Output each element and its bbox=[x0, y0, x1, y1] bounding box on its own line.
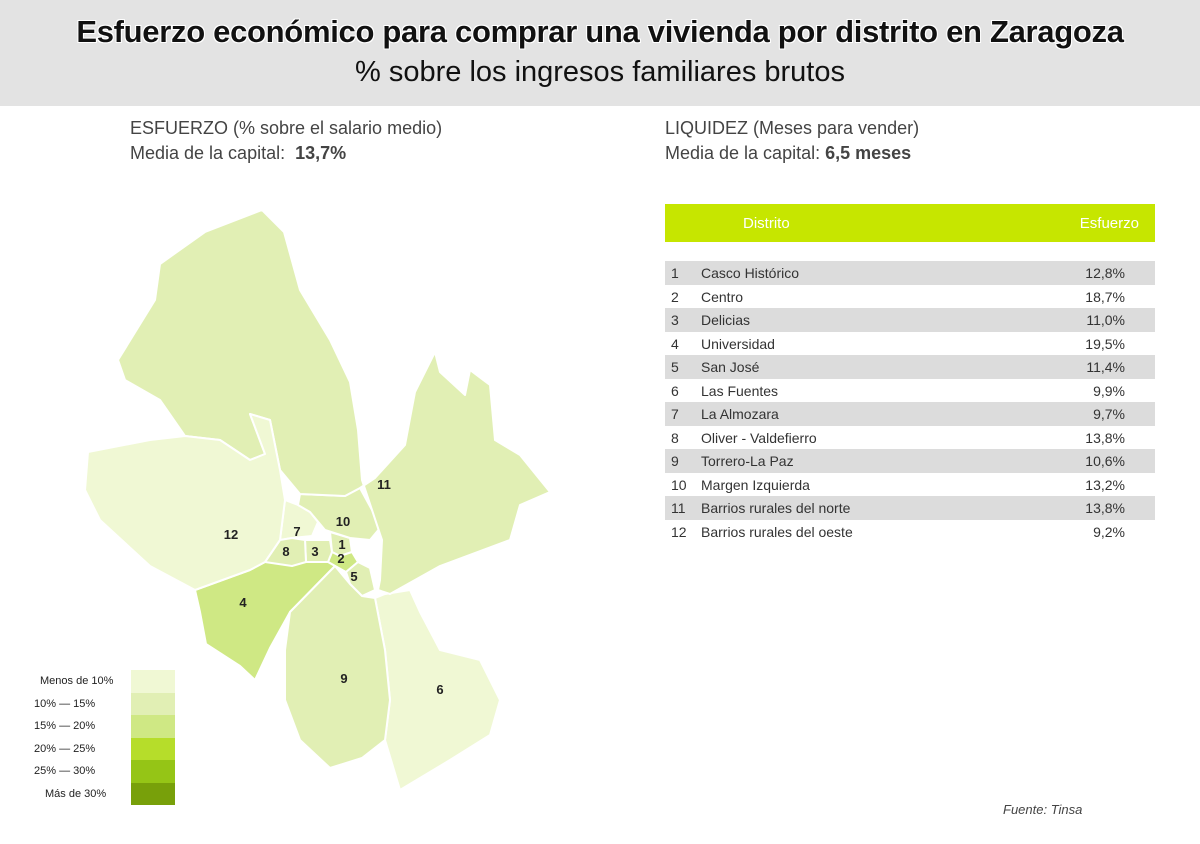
legend-label: 20% — 25% bbox=[34, 742, 96, 755]
source-note: Fuente: Tinsa bbox=[1003, 802, 1083, 817]
table-row: 3 Delicias 11,0% bbox=[665, 308, 1155, 332]
legend-label: 25% — 30% bbox=[34, 765, 96, 777]
row-value: 9,9% bbox=[1093, 382, 1125, 399]
row-district: Centro bbox=[701, 288, 744, 305]
district-label-8: 8 bbox=[282, 544, 289, 559]
legend-swatch bbox=[131, 692, 175, 715]
row-number: 12 bbox=[671, 523, 687, 540]
liquidez-media-value: 6,5 meses bbox=[825, 143, 912, 163]
row-district: La Almozara bbox=[701, 406, 779, 422]
liquidez-media-label: Media de la capital: bbox=[665, 143, 821, 163]
table-header: Distrito Esfuerzo bbox=[665, 204, 1155, 242]
table-row: 9 Torrero-La Paz 10,6% bbox=[665, 449, 1155, 473]
row-value: 19,5% bbox=[1085, 335, 1125, 352]
esfuerzo-label: ESFUERZO (% sobre el salario medio) bbox=[130, 118, 443, 138]
row-value: 13,8% bbox=[1085, 429, 1125, 446]
district-label-6: 6 bbox=[436, 682, 443, 697]
table-row: 5 San José 11,4% bbox=[665, 355, 1155, 379]
row-number: 2 bbox=[671, 288, 679, 305]
table-row: 8 Oliver - Valdefierro 13,8% bbox=[665, 426, 1155, 450]
row-district: San José bbox=[701, 359, 760, 375]
row-number: 6 bbox=[671, 382, 679, 399]
legend-swatch bbox=[131, 715, 175, 738]
row-value: 12,8% bbox=[1085, 265, 1125, 281]
row-value: 9,2% bbox=[1093, 523, 1125, 540]
district-label-11: 11 bbox=[377, 477, 391, 492]
chart-title: Esfuerzo económico para comprar una vivi… bbox=[76, 14, 1124, 49]
district-table: 1 Casco Histórico 12,8% 2 Centro 18,7% 3 Delici… bbox=[665, 261, 1155, 543]
legend-label: Menos de 10% bbox=[40, 675, 114, 687]
row-district: Universidad bbox=[701, 335, 775, 352]
row-value: 10,6% bbox=[1085, 453, 1125, 469]
row-district: Casco Histórico bbox=[701, 265, 800, 281]
legend-swatch bbox=[131, 760, 175, 783]
table-row: 2 Centro 18,7% bbox=[665, 285, 1155, 309]
district-label-5: 5 bbox=[350, 569, 357, 584]
table-row: 4 Universidad 19,5% bbox=[665, 332, 1155, 356]
district-label-7: 7 bbox=[293, 524, 300, 539]
row-district: Margen Izquierda bbox=[701, 476, 810, 493]
row-number: 9 bbox=[671, 453, 679, 469]
row-district: Torrero-La Paz bbox=[701, 453, 794, 469]
district-label-4: 4 bbox=[239, 595, 247, 610]
column-header-distrito: Distrito bbox=[743, 215, 790, 232]
liquidez-info: LIQUIDEZ (Meses para vender) Media de la… bbox=[665, 116, 919, 166]
district-label-3: 3 bbox=[311, 544, 318, 559]
legend-swatch bbox=[131, 782, 175, 805]
liquidez-label: LIQUIDEZ (Meses para vender) bbox=[665, 118, 920, 138]
row-district: Barrios rurales del norte bbox=[701, 500, 851, 516]
table-row: 6 Las Fuentes 9,9% bbox=[665, 379, 1155, 403]
row-value: 13,2% bbox=[1085, 476, 1125, 493]
district-label-9: 9 bbox=[340, 671, 347, 686]
legend-swatch bbox=[131, 670, 175, 693]
table-row: 7 La Almozara 9,7% bbox=[665, 402, 1155, 426]
legend-label: 10% — 15% bbox=[34, 697, 96, 710]
row-number: 8 bbox=[671, 429, 679, 446]
header: Esfuerzo económico para comprar una vivi… bbox=[0, 0, 1200, 106]
row-number: 3 bbox=[671, 312, 679, 328]
row-value: 9,7% bbox=[1093, 406, 1125, 422]
esfuerzo-media-label: Media de la capital: bbox=[130, 143, 286, 163]
row-value: 18,7% bbox=[1085, 288, 1125, 305]
esfuerzo-media-value: 13,7% bbox=[295, 143, 347, 163]
chart-subtitle: % sobre los ingresos familiares brutos bbox=[355, 56, 845, 88]
legend-swatch bbox=[131, 737, 175, 760]
legend-label: 15% — 20% bbox=[34, 720, 96, 732]
table-row: 11 Barrios rurales del norte 13,8% bbox=[665, 496, 1155, 520]
row-district: Delicias bbox=[701, 312, 751, 328]
row-district: Oliver - Valdefierro bbox=[701, 429, 817, 446]
district-label-1: 1 bbox=[338, 537, 345, 552]
district-shapes bbox=[84, 209, 551, 791]
legend-label: Más de 30% bbox=[45, 787, 107, 800]
table-row: 1 Casco Histórico 12,8% bbox=[665, 261, 1155, 285]
district-shape-9 bbox=[284, 565, 391, 769]
row-number: 4 bbox=[671, 335, 679, 352]
esfuerzo-info: ESFUERZO (% sobre el salario medio) Medi… bbox=[130, 116, 442, 166]
district-label-10: 10 bbox=[336, 514, 350, 529]
district-label-12: 12 bbox=[224, 527, 238, 542]
row-value: 13,8% bbox=[1085, 500, 1125, 516]
row-number: 7 bbox=[671, 406, 679, 422]
row-value: 11,4% bbox=[1086, 359, 1125, 375]
table-row: 12 Barrios rurales del oeste 9,2% bbox=[665, 520, 1155, 544]
row-number: 11 bbox=[671, 500, 686, 516]
column-header-esfuerzo: Esfuerzo bbox=[1079, 215, 1139, 232]
table-row: 10 Margen Izquierda 13,2% bbox=[665, 473, 1155, 497]
liquidez-media: Media de la capital: 6,5 meses bbox=[665, 141, 919, 166]
esfuerzo-media: Media de la capital: 13,7% bbox=[130, 141, 442, 166]
district-label-2: 2 bbox=[337, 551, 344, 566]
row-district: Las Fuentes bbox=[701, 382, 779, 399]
district-shape-12 bbox=[84, 413, 286, 591]
row-number: 5 bbox=[671, 359, 679, 375]
row-district: Barrios rurales del oeste bbox=[701, 523, 853, 540]
row-value: 11,0% bbox=[1086, 312, 1125, 328]
row-number: 1 bbox=[671, 265, 679, 281]
row-number: 10 bbox=[671, 476, 687, 493]
